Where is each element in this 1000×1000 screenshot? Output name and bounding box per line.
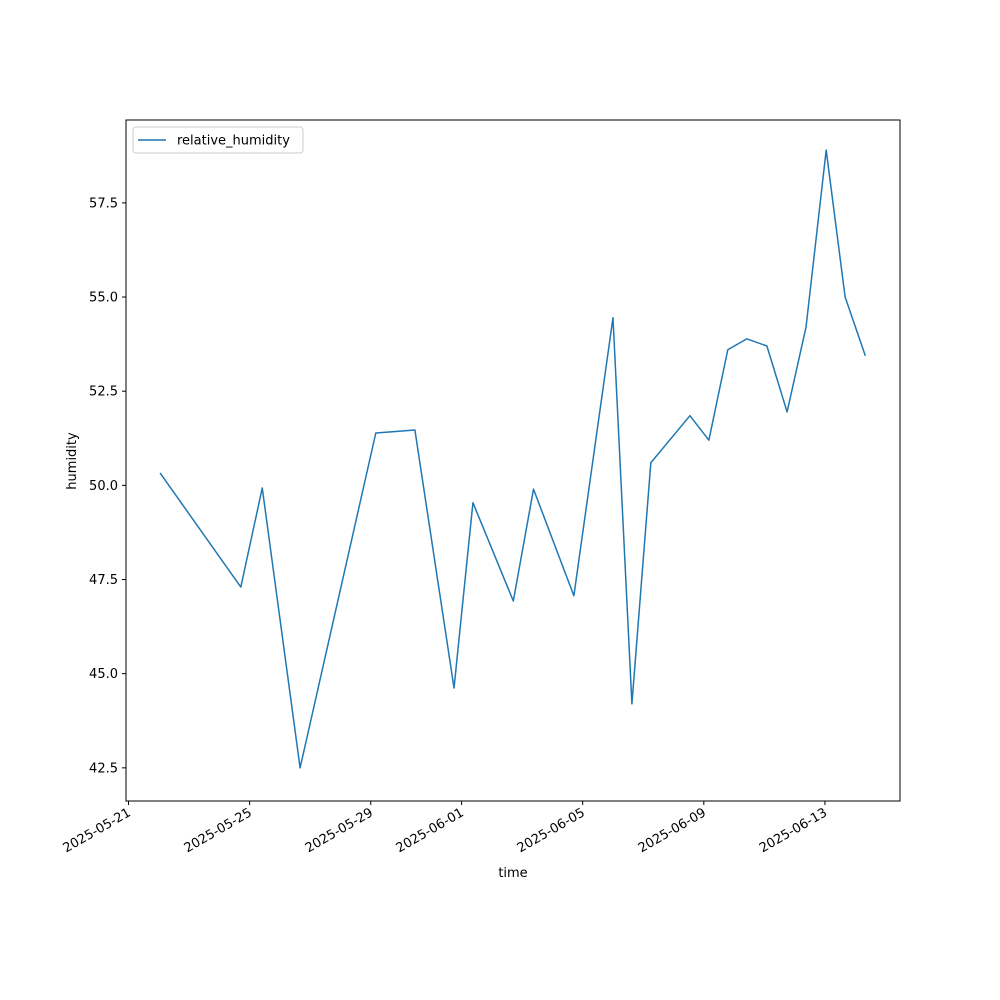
legend-label: relative_humidity [177,134,290,149]
x-tick-label: 2025-06-01 [394,805,467,856]
x-tick-label: 2025-05-29 [303,805,376,856]
y-tick-label: 47.5 [89,573,118,588]
x-axis-label: time [498,866,527,881]
y-tick-label: 45.0 [89,667,118,682]
legend-box [132,126,304,154]
x-tick-label: 2025-06-09 [636,805,709,856]
y-tick-label: 42.5 [89,761,118,776]
legend: relative_humidity [132,126,304,154]
x-tick-label: 2025-06-05 [515,805,588,856]
data-line [159,149,867,769]
y-tick-label: 50.0 [89,479,118,494]
x-tick-label: 2025-06-13 [757,805,830,856]
y-tick-label: 57.5 [89,196,118,211]
y-tick-label: 52.5 [89,385,118,400]
x-tick-label: 2025-05-25 [182,805,255,856]
x-tick-label: 2025-05-21 [61,805,134,856]
plot-frame [125,119,901,802]
y-tick-label: 55.0 [89,291,118,306]
y-axis-label: humidity [65,432,80,490]
